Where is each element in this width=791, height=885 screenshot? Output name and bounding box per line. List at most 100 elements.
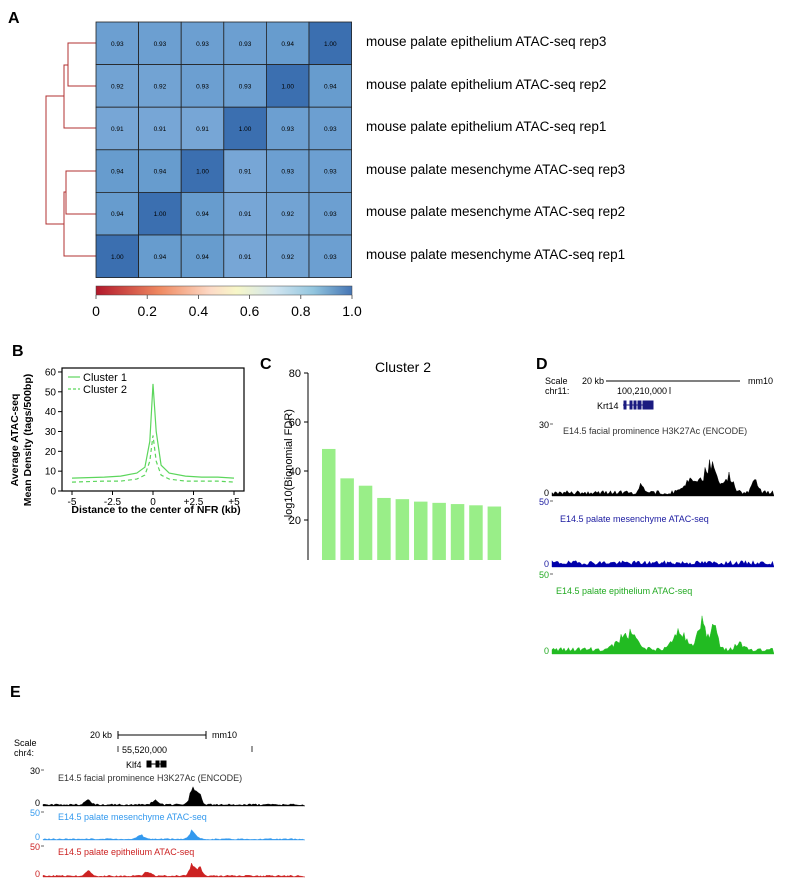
track-zero-label: 0 [544, 646, 549, 656]
b-ytick-label: 40 [45, 407, 57, 418]
c-ytick-label: 60 [289, 417, 301, 429]
panel-label-c: C [260, 356, 272, 373]
heatmap-cell-value: 0.94 [196, 254, 209, 261]
heatmap-cell-value: 0.93 [324, 254, 337, 261]
heatmap-cell-value: 0.93 [281, 169, 294, 176]
density-line-chart: Average ATAC-seq Mean Density (tags/500b… [9, 367, 245, 516]
b-xtick-label: +2.5 [184, 497, 204, 508]
heatmap-cell-value: 0.92 [281, 211, 294, 218]
heatmap-cell [95, 106, 139, 151]
heatmap-cell [265, 234, 310, 278]
c-bar [414, 501, 428, 560]
c-ylabel: -log10(Bionomial FDR) [283, 409, 295, 521]
heatmap-cell-value: 0.93 [239, 41, 252, 48]
c-title: Cluster 2 [375, 359, 431, 375]
d-coord: 100,210,000 [617, 386, 667, 396]
e-scale-label: Scale [14, 738, 37, 748]
colorbar [95, 285, 353, 296]
colorbar-tick-label: 0 [92, 303, 100, 319]
heatmap-cell-value: 0.91 [111, 126, 124, 133]
heatmap-cell [180, 106, 225, 151]
track-label-2: E14.5 palate mesenchyme ATAC-seq [58, 812, 207, 822]
d-assembly: mm10 [748, 376, 773, 386]
heatmap-cell-value: 0.93 [154, 41, 167, 48]
d-scale-text: 20 kb [582, 376, 604, 386]
colorbar-tick-label: 0.4 [189, 303, 209, 319]
heatmap-cell-value: 0.92 [281, 254, 294, 261]
heatmap-row-label: mouse palate mesenchyme ATAC-seq rep3 [366, 161, 626, 177]
colorbar-tick-label: 0.2 [137, 303, 157, 319]
heatmap-cell-value: 0.94 [281, 41, 294, 48]
e-assembly: mm10 [212, 730, 237, 740]
track-zero-label: 0 [35, 832, 40, 842]
c-bar [340, 478, 354, 560]
signal-area [551, 560, 774, 568]
panel-label-d: D [536, 356, 548, 373]
c-bar [487, 506, 502, 560]
heatmap-cell-value: 1.00 [154, 211, 167, 218]
b-legend-cluster1: Cluster 1 [83, 372, 127, 384]
heatmap-cell-value: 0.91 [239, 211, 252, 218]
e-gene-name: Klf4 [126, 760, 142, 770]
track-max-label: 50 [30, 808, 40, 818]
signal-track-3: 50 0 [539, 570, 774, 656]
heatmap-row-label: mouse palate epithelium ATAC-seq rep3 [366, 34, 607, 49]
b-ytick-label: 10 [45, 467, 57, 478]
heatmap-cell [223, 191, 267, 236]
heatmap-cell [223, 21, 267, 65]
signal-area [42, 862, 305, 878]
heatmap-cell-value: 0.93 [111, 41, 124, 48]
heatmap-cell-value: 0.93 [196, 83, 209, 90]
b-legend: Cluster 1 Cluster 2 [68, 372, 127, 396]
track-label-1: E14.5 facial prominence H3K27Ac (ENCODE) [58, 773, 243, 783]
heatmap-row-label: mouse palate mesenchyme ATAC-seq rep1 [366, 247, 626, 262]
heatmap-cell-value: 0.92 [111, 83, 124, 90]
b-ylabel-2: Mean Density (tags/500bp) [22, 374, 34, 506]
c-ytick-label: 40 [289, 466, 301, 478]
track-max-label: 30 [539, 420, 549, 430]
signal-track-1: 30 0 [30, 766, 305, 808]
track-zero-label: 0 [35, 869, 40, 879]
heatmap-cell [308, 191, 352, 236]
signal-track-2: 50 0 [539, 497, 774, 569]
heatmap-cell-value: 1.00 [281, 83, 294, 90]
heatmap-cell [308, 106, 352, 151]
b-xlabel: Distance to the center of NFR (kb) [71, 504, 240, 516]
heatmap-cell [223, 106, 267, 151]
genome-browser-klf4: 20 kb mm10 Scale chr4: 55,520,000 Klf4 [14, 730, 253, 770]
heatmap-row-label: mouse palate epithelium ATAC-seq rep2 [366, 76, 607, 92]
heatmap-cell [180, 21, 225, 65]
colorbar-tick-label: 0.6 [240, 303, 260, 319]
correlation-heatmap: 0.93 0.93 0.93 0.93 0.94 1.00 0.92 0.92 0.93 0.93… [45, 21, 362, 319]
signal-area [551, 615, 774, 655]
c-bar [322, 448, 336, 560]
b-ytick-label: 50 [45, 387, 57, 398]
heatmap-cell [265, 149, 310, 193]
d-gene-name: Krt14 [597, 401, 619, 411]
c-ytick-label: 80 [289, 368, 301, 380]
heatmap-cell [308, 64, 352, 108]
heatmap-cell-value: 0.94 [111, 211, 124, 218]
d-scale-label: Scale [545, 376, 568, 386]
c-bar [469, 505, 483, 560]
genome-browser-krt14: Scale chr11: 20 kb mm10 100,210,000 Krt1… [545, 376, 773, 411]
track-max-label: 50 [30, 842, 40, 852]
heatmap-cell [138, 64, 182, 108]
heatmap-cell [138, 21, 182, 65]
b-xtick-label: +5 [228, 497, 240, 508]
heatmap-cell-value: 0.94 [324, 83, 337, 90]
d-gene-model [623, 400, 654, 410]
e-gene-model [146, 760, 167, 768]
heatmap-cell-value: 0.93 [281, 126, 294, 133]
heatmap-cell-value: 0.93 [239, 83, 252, 90]
track-label-3: E14.5 palate epithelium ATAC-seq [556, 586, 693, 596]
heatmap-cell-value: 0.91 [239, 169, 252, 176]
c-bar [432, 502, 446, 560]
heatmap-cell-value: 1.00 [196, 169, 209, 176]
track-max-label: 30 [30, 766, 40, 776]
b-ytick-label: 20 [45, 447, 57, 458]
heatmap-cell [180, 234, 225, 278]
heatmap-cell-value: 0.91 [196, 126, 209, 133]
signal-area [42, 786, 305, 807]
track-max-label: 50 [539, 570, 549, 580]
